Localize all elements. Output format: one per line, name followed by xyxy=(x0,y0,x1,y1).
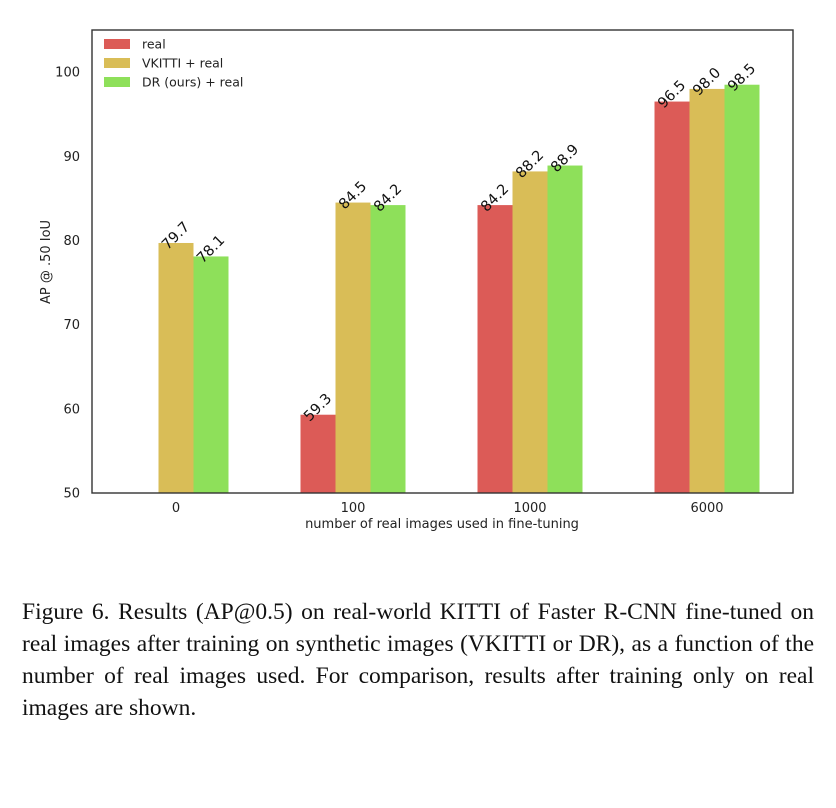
figure-caption: Figure 6. Results (AP@0.5) on real-world… xyxy=(22,599,814,721)
bar-dr-ours-real-1000 xyxy=(547,165,583,494)
x-tick-label: 6000 xyxy=(690,501,723,516)
x-axis-label: number of real images used in fine-tunin… xyxy=(305,517,579,532)
y-axis-ticks: 50 60 70 80 90 100 xyxy=(55,66,80,502)
legend-swatch xyxy=(104,58,130,68)
x-tick-label: 0 xyxy=(172,501,180,516)
bar-dr-ours-real-100 xyxy=(370,205,406,493)
bar-real-100 xyxy=(300,414,336,493)
bar-dr-ours-real-6000 xyxy=(724,84,760,493)
bars-group xyxy=(158,84,760,494)
y-axis-label: AP @ .50 IoU xyxy=(39,220,54,304)
bar-vkitti-real-1000 xyxy=(512,171,548,493)
y-tick-label: 90 xyxy=(63,150,80,165)
bar-vkitti-real-6000 xyxy=(689,88,725,493)
y-tick-label: 50 xyxy=(63,487,80,502)
plot-frame xyxy=(91,29,794,494)
legend-swatch xyxy=(104,77,130,87)
bar-real-6000 xyxy=(654,101,690,494)
bar-vkitti-real-0 xyxy=(158,242,194,493)
legend-swatch xyxy=(104,39,130,49)
y-tick-label: 100 xyxy=(55,66,80,81)
y-tick-label: 60 xyxy=(63,402,80,417)
bar-vkitti-real-100 xyxy=(335,202,371,493)
legend-entry-label: real xyxy=(142,37,166,52)
y-tick-label: 70 xyxy=(63,318,80,333)
legend-entry-label: VKITTI + real xyxy=(142,56,223,71)
bar-chart: 59.384.296.579.784.588.298.078.184.288.9… xyxy=(39,29,794,532)
x-tick-label: 1000 xyxy=(513,501,546,516)
x-tick-label: 100 xyxy=(341,501,366,516)
legend: real VKITTI + real DR (ours) + real xyxy=(104,37,243,90)
bar-real-1000 xyxy=(477,205,513,493)
y-tick-label: 80 xyxy=(63,234,80,249)
bar-dr-ours-real-0 xyxy=(193,256,229,493)
legend-entry-label: DR (ours) + real xyxy=(142,75,243,90)
x-axis-ticks: 0 100 1000 6000 xyxy=(172,501,724,516)
